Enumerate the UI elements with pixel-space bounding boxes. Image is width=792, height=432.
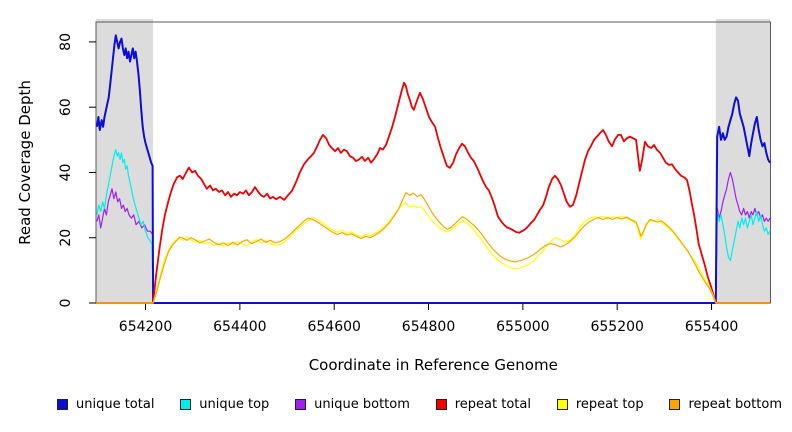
legend-label: unique bottom bbox=[314, 397, 410, 412]
x-tick-label: 655000 bbox=[496, 319, 549, 335]
x-tick-label: 654400 bbox=[213, 319, 266, 335]
legend-item-repeat-bottom: repeat bottom bbox=[669, 397, 782, 412]
legend-item-unique-total: unique total bbox=[57, 397, 154, 412]
legend-label: repeat bottom bbox=[688, 397, 782, 412]
series-line-repeat-top bbox=[96, 202, 770, 304]
legend-label: unique top bbox=[199, 397, 270, 412]
series-line-unique-bottom bbox=[96, 171, 771, 304]
legend-swatch-icon bbox=[57, 399, 68, 410]
legend-swatch-icon bbox=[295, 399, 307, 410]
legend-swatch-icon bbox=[435, 399, 447, 410]
x-axis-title: Coordinate in Reference Genome bbox=[309, 356, 558, 374]
legend-item-repeat-top: repeat top bbox=[556, 397, 644, 412]
legend-item-repeat-total: repeat total bbox=[435, 397, 531, 412]
legend-item-unique-bottom: unique bottom bbox=[295, 397, 410, 412]
y-tick-label: 80 bbox=[58, 33, 74, 51]
y-tick-label: 40 bbox=[58, 164, 74, 182]
series-line-unique-total bbox=[95, 34, 771, 304]
x-tick-label: 654800 bbox=[402, 319, 455, 335]
shaded-region bbox=[715, 19, 771, 303]
legend-swatch-icon bbox=[180, 399, 192, 410]
legend-swatch-icon bbox=[669, 399, 681, 410]
series-line-repeat-bottom bbox=[96, 192, 770, 304]
x-tick-label: 654200 bbox=[119, 319, 172, 335]
legend-label: repeat total bbox=[454, 397, 531, 412]
y-tick-label: 60 bbox=[58, 98, 74, 116]
legend-swatch-icon bbox=[556, 399, 568, 410]
legend-label: repeat top bbox=[575, 397, 644, 412]
series-line-unique-top bbox=[96, 149, 771, 304]
y-axis-title: Read Coverage Depth bbox=[16, 80, 34, 245]
x-tick-label: 654600 bbox=[307, 319, 360, 335]
legend-item-unique-top: unique top bbox=[180, 397, 269, 412]
plot-border bbox=[95, 21, 771, 304]
x-tick-label: 655200 bbox=[590, 319, 643, 335]
x-tick-label: 655400 bbox=[685, 319, 738, 335]
series-line-repeat-total bbox=[96, 81, 770, 304]
legend-label: unique total bbox=[76, 397, 155, 412]
y-tick-label: 0 bbox=[58, 299, 74, 308]
y-tick-label: 20 bbox=[58, 229, 74, 247]
chart-legend: unique total unique top unique bottom repea… bbox=[57, 397, 782, 412]
